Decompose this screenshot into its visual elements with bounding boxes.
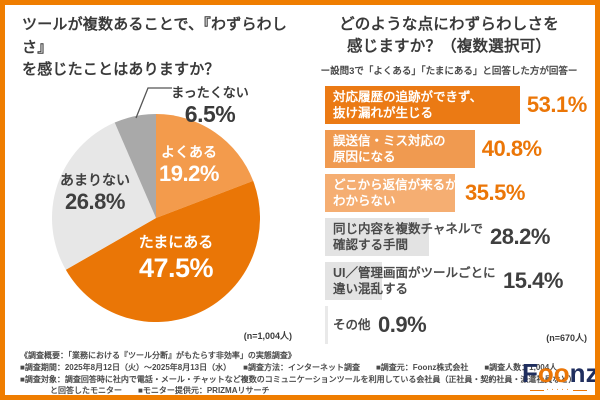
bar-fill [325,174,456,212]
bar-label: 誤送信・ミス対応の 原因になる [333,133,446,164]
bar-chart-subtitle: ー設問3で「よくある」「たまにある」と回答した方が回答ー [320,66,578,77]
pie-value: 26.8% [65,189,125,215]
bar-label: 対応履歴の追跡ができず、 抜け漏れが生じる [333,89,483,120]
pie-category: よくある [161,144,217,160]
bar-value: 0.9% [378,312,427,337]
bar-value: 28.2% [490,224,550,249]
pie-value: 19.2% [159,161,219,187]
pie-category: あまりない [60,172,130,188]
bar-chart-title: どのような点にわずらわしさを 感じますか？（複数選択可） [339,16,559,56]
bar-row: 対応履歴の追跡ができず、 抜け漏れが生じる 53.1% [325,86,591,124]
bar-row: その他 0.9% [325,306,591,344]
bar-row: どこから返信が来るか わからない 35.5% [325,174,591,212]
bar-value: 15.4% [503,268,563,293]
bar-fill [325,86,520,124]
bar-label: UI／管理画面がツールごとに 違い混乱する [333,265,496,296]
foonz-logo-tagline: ・・・・・ [522,387,594,393]
survey-note-line: ■調査期間：2025年8月12日（火）～2025年8月13日（水） ■調査方法：… [20,362,558,372]
bar-value: 53.1% [526,92,587,117]
pie-slice [114,114,156,218]
bar-fill [325,218,429,256]
pie-slice [65,180,260,322]
bar-row: UI／管理画面がツールごとに 違い混乱する 15.4% [325,262,591,300]
bar-value: 40.8% [481,136,542,161]
pie-chart [52,114,260,322]
survey-note-line: ■調査対象：調査回答時に社内で電話・メール・チャットなど複数のコミュニケーション… [20,374,577,384]
bar-fill [325,306,329,344]
pie-label-mattakunai: まったくない 6.5% [158,85,262,128]
pie-slice [156,114,254,218]
foonz-logo: Foonz ・・・・・ [522,358,599,393]
bar-row: 誤送信・ミス対応の 原因になる 40.8% [325,130,591,168]
survey-notes: 《調査概要：「業務における『ツール分断』がもたらす非効率」の実態調査》 ■調査期… [20,350,577,397]
bar-label: その他 [333,317,371,332]
pie-slice [52,122,156,270]
pie-chart-title: ツールが複数あることで、『わずらわしさ』 を感じたことはありますか？ [22,16,288,78]
survey-note-line: 《調査概要：「業務における『ツール分断』がもたらす非効率」の実態調査》 [20,351,296,360]
bar-label: 同じ内容を複数チャネルで 確認する手間 [333,221,483,252]
pie-label-yokuaru: よくある 19.2% [145,144,233,187]
bar-label: どこから返信が来るか わからない [333,177,458,208]
survey-note-line: と回答したモニター ■モニター提供元：PRIZMAリサーチ [50,386,270,396]
sample-size-bar: (n=670人) [546,333,587,343]
pie-label-amarinai: あまりない 26.8% [40,172,150,215]
bar-fill [325,262,382,300]
sample-size-pie: (n=1,004人) [243,331,292,341]
pie-category: まったくない [171,85,249,100]
bar-value: 35.5% [465,180,525,205]
foonz-logo-text: Foonz [522,358,599,388]
bar-row: 同じ内容を複数チャネルで 確認する手間 28.2% [325,218,591,256]
bar-fill [325,130,475,168]
bar-chart: 対応履歴の追跡ができず、 抜け漏れが生じる 53.1% 誤送信・ミス対応の 原因… [325,86,591,350]
pie-label-tamaniaru: たまにある 47.5% [121,234,231,283]
pie-value: 6.5% [184,101,236,128]
pie-category: たまにある [138,234,214,251]
pie-value: 47.5% [138,252,214,283]
